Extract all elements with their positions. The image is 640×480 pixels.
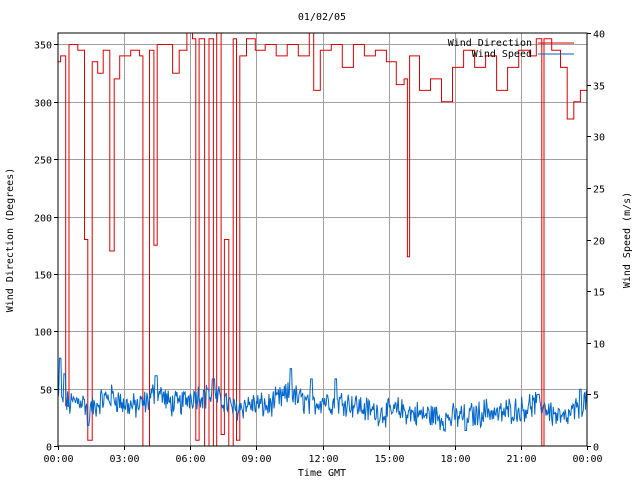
y-left-tick-label: 100	[34, 328, 52, 339]
chart-title: 01/02/05	[298, 12, 346, 23]
series-line-wind-direction	[58, 32, 588, 447]
series-line-wind-speed	[57, 357, 588, 432]
legend-label-direction: Wind Direction	[448, 38, 532, 49]
y-right-tick-label: 30	[593, 133, 605, 144]
y-left-tick-label: 0	[46, 443, 52, 454]
x-tick-label: 18:00	[440, 454, 470, 465]
x-tick-label: 15:00	[374, 454, 404, 465]
x-tick-label: 12:00	[308, 454, 338, 465]
x-tick-label: 00:00	[572, 454, 602, 465]
y-left-tick-label: 300	[34, 99, 52, 110]
y-right-tick-label: 0	[593, 443, 599, 454]
y-right-tick-label: 35	[593, 82, 605, 93]
grid-layer	[58, 33, 587, 446]
y-right-tick-label: 40	[593, 30, 605, 41]
y-left-tick-label: 200	[34, 214, 52, 225]
tick-layer: 00:00 03:00 06:00 09:00 12:00 15:00 18:00 21:00…	[34, 30, 605, 466]
y-right-axis-label: Wind Speed (m/s)	[622, 192, 633, 288]
x-tick-label: 03:00	[109, 454, 139, 465]
x-tick-label: 09:00	[241, 454, 271, 465]
y-left-tick-label: 350	[34, 41, 52, 52]
y-right-tick-label: 5	[593, 391, 599, 402]
x-tick-label: 00:00	[43, 454, 73, 465]
series-layer	[57, 32, 588, 447]
legend: Wind Direction Wind Speed	[448, 38, 574, 60]
y-left-tick-label: 150	[34, 271, 52, 282]
x-axis-label: Time GMT	[298, 468, 346, 479]
y-left-tick-label: 50	[40, 386, 52, 397]
y-left-tick-label: 250	[34, 156, 52, 167]
y-left-axis-label: Wind Direction (Degrees)	[5, 168, 16, 313]
y-right-tick-label: 20	[593, 237, 605, 248]
y-right-tick-label: 15	[593, 288, 605, 299]
plot-frame	[57, 32, 588, 447]
x-tick-label: 06:00	[175, 454, 205, 465]
y-right-tick-label: 25	[593, 185, 605, 196]
legend-label-speed: Wind Speed	[472, 49, 532, 60]
y-right-tick-label: 10	[593, 340, 605, 351]
x-tick-label: 21:00	[506, 454, 536, 465]
